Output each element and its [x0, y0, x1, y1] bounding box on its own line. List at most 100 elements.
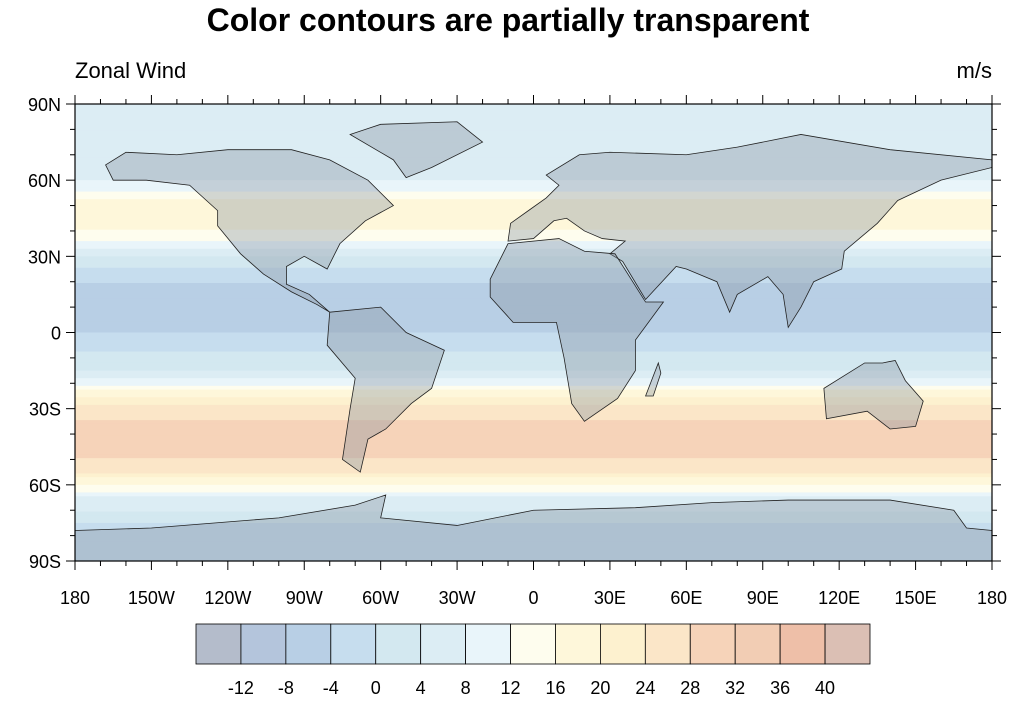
contour-band [75, 119, 992, 124]
contour-band [75, 515, 992, 520]
landmass-eurasia [507, 134, 993, 329]
x-tick-label: 150E [895, 588, 937, 608]
contour-band [75, 252, 992, 257]
contour-band [75, 168, 992, 174]
contour-band [75, 130, 992, 136]
y-tick-label: 0 [51, 324, 61, 344]
contour-band [75, 324, 992, 330]
x-tick-label: 120W [204, 588, 251, 608]
contour-band [75, 366, 992, 372]
contour-band [75, 104, 992, 109]
contour-band [75, 541, 992, 547]
y-tick-label: 30N [28, 247, 61, 267]
contour-band [75, 397, 992, 402]
contour-band [75, 473, 992, 478]
x-tick-label: 180 [977, 588, 1007, 608]
contour-band [75, 359, 992, 364]
contour-band [75, 149, 992, 155]
colorbar-label: -4 [323, 678, 339, 698]
y-tick-label: 60S [29, 476, 61, 496]
contour-band [75, 191, 992, 196]
colorbar-label: 0 [371, 678, 381, 698]
contour-band [75, 309, 992, 315]
contour-band [75, 313, 992, 318]
contour-band [75, 142, 992, 147]
contour-band [75, 214, 992, 219]
contour-band [75, 557, 992, 562]
contour-band [75, 195, 992, 200]
contour-band [75, 199, 992, 204]
contour-band [75, 519, 992, 524]
contour-band [75, 123, 992, 128]
contour-band [75, 343, 992, 349]
landmass-madagascar [644, 361, 662, 397]
contour-band [75, 290, 992, 296]
colorbar-box [510, 623, 556, 665]
contour-band [75, 107, 992, 113]
contour-band [75, 393, 992, 398]
contour-band [75, 233, 992, 238]
contour-band [75, 187, 992, 193]
contour-band [75, 153, 992, 158]
y-tick-label: 30S [29, 400, 61, 420]
contour-band [75, 161, 992, 166]
x-tick-label: 180 [60, 588, 90, 608]
contour-band [75, 370, 992, 375]
contour-band [75, 549, 992, 554]
contour-band [75, 465, 992, 471]
colorbar-label: 24 [635, 678, 655, 698]
x-tick-label: 90W [286, 588, 323, 608]
colorbar-box [375, 623, 422, 665]
landmass-africa [489, 238, 665, 422]
colorbar-label: -8 [278, 678, 294, 698]
contour-band [75, 420, 992, 425]
contour-band [75, 305, 992, 311]
contour-band [75, 275, 992, 280]
colorbar-label: 12 [501, 678, 521, 698]
contour-band [75, 351, 992, 356]
contour-band [75, 404, 992, 410]
contour-band [75, 454, 992, 459]
x-tick-label: 30E [594, 588, 626, 608]
left-string: Zonal Wind [75, 58, 187, 83]
contour-band [75, 263, 992, 269]
contour-band [75, 469, 992, 475]
colorbar-box [420, 623, 466, 665]
contour-band [75, 374, 992, 379]
colorbar-box [195, 623, 242, 665]
contour-band [75, 145, 992, 151]
contour-band [75, 435, 992, 440]
colorbar-label: 8 [461, 678, 471, 698]
contour-band [75, 172, 992, 177]
contour-band [75, 545, 992, 551]
contour-band [75, 229, 992, 235]
contour-band [75, 267, 992, 273]
colorbar-label: 28 [680, 678, 700, 698]
contour-band [75, 336, 992, 341]
contour-band [75, 111, 992, 117]
contour-band [75, 458, 992, 463]
colorbar-label: -12 [228, 678, 254, 698]
contour-band [75, 423, 992, 429]
colorbar-label: 20 [590, 678, 610, 698]
contour-band [75, 526, 992, 532]
contour-band [75, 203, 992, 208]
contour-band [75, 210, 992, 216]
contour-band [75, 347, 992, 353]
landmass-greenland [349, 121, 484, 179]
colorbar-box [555, 623, 601, 665]
contour-band [75, 492, 992, 497]
contour-band [75, 401, 992, 406]
contour-band [75, 321, 992, 326]
contour-band [75, 256, 992, 261]
contour-band [75, 382, 992, 387]
colorbar-label: 36 [770, 678, 790, 698]
contour-band [75, 138, 992, 143]
contour-band [75, 389, 992, 395]
contour-band [75, 237, 992, 242]
contour-band [75, 248, 992, 254]
colorbar-box [285, 623, 332, 665]
x-tick-label: 0 [528, 588, 538, 608]
